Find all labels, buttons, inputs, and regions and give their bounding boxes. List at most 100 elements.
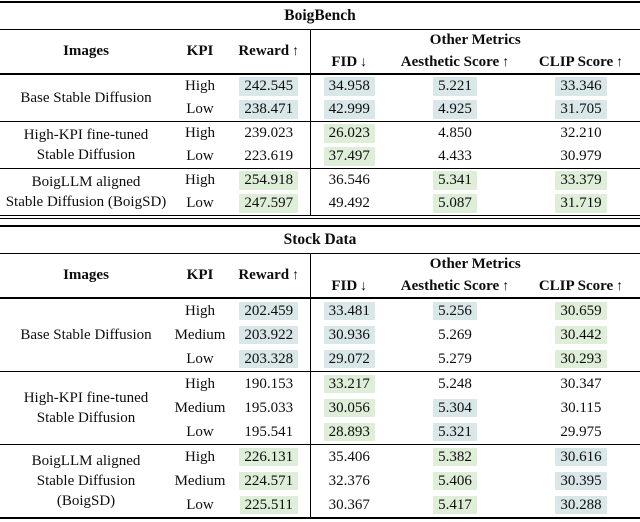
- metric-value: 195.541: [244, 423, 294, 440]
- table-title: BoigBench: [0, 2, 640, 30]
- metric-value: 5.417: [433, 495, 477, 515]
- clip-value-cell: 30.616: [522, 445, 640, 470]
- clip-value-cell: 30.442: [522, 323, 640, 347]
- fid-value-cell: 37.497: [310, 145, 388, 169]
- fid-value-cell: 34.958: [310, 74, 388, 98]
- metric-value: 30.659: [555, 301, 607, 321]
- col-header-fid: FID ↓: [310, 275, 388, 298]
- col-header-fid-label: FID: [331, 53, 358, 70]
- col-group-header-other-metrics: Other Metrics: [429, 256, 521, 273]
- down-arrow-icon: ↓: [360, 54, 368, 70]
- col-header-kpi: KPI: [186, 43, 214, 60]
- kpi-cell: Medium: [174, 472, 226, 489]
- metric-value: 29.975: [560, 423, 602, 440]
- metric-value: 30.979: [560, 148, 602, 165]
- aesthetic-value-cell: 4.850: [388, 122, 522, 146]
- kpi-cell: High: [185, 302, 215, 319]
- clip-value-cell: 30.395: [522, 469, 640, 493]
- reward-value-cell: 225.511: [228, 493, 311, 518]
- model-name-cell: BoigLLM aligned Stable Diffusion (BoigSD…: [0, 445, 172, 519]
- metric-value: 32.210: [560, 125, 602, 142]
- table-row: BoigLLM aligned Stable Diffusion (BoigSD…: [0, 444, 640, 509]
- model-name-line: High-KPI fine-tuned: [23, 126, 149, 143]
- metric-value: 30.288: [555, 495, 607, 515]
- clip-value-cell: 33.346: [522, 74, 640, 98]
- fid-value-cell: 30.056: [310, 396, 388, 420]
- metric-value: 190.153: [244, 375, 294, 392]
- metric-value: 49.492: [328, 195, 370, 212]
- fid-value-cell: 49.492: [310, 192, 388, 217]
- metric-value: 31.705: [555, 100, 607, 119]
- metric-value: 30.936: [323, 325, 375, 345]
- metric-value: 28.893: [323, 422, 375, 442]
- model-name-line: Base Stable Diffusion: [20, 326, 152, 343]
- down-arrow-icon: ↓: [360, 278, 368, 294]
- model-name-line: Stable Diffusion: [36, 410, 136, 426]
- kpi-cell: Low: [186, 101, 214, 118]
- metric-value: 5.406: [433, 471, 477, 491]
- metric-value: 226.131: [239, 447, 299, 467]
- clip-value-cell: 30.115: [522, 396, 640, 420]
- up-arrow-icon: ↑: [502, 54, 510, 70]
- aesthetic-value-cell: 5.269: [388, 323, 522, 347]
- model-name-cell: High-KPI fine-tuned Stable Diffusion: [0, 372, 172, 445]
- fid-value-cell: 29.072: [310, 347, 388, 372]
- model-name-line: Stable Diffusion: [36, 472, 136, 489]
- kpi-cell: Low: [186, 148, 214, 165]
- metric-value: 37.497: [323, 147, 375, 166]
- fid-value-cell: 32.376: [310, 469, 388, 493]
- up-arrow-icon: ↑: [502, 278, 510, 294]
- aesthetic-value-cell: 4.925: [388, 98, 522, 122]
- metric-value: 31.719: [555, 194, 607, 213]
- metric-value: 247.597: [239, 194, 299, 213]
- metric-value: 225.511: [239, 495, 298, 515]
- col-header-clip: CLIP Score ↑: [522, 51, 640, 74]
- aesthetic-value-cell: 5.087: [388, 192, 522, 217]
- aesthetic-value-cell: 5.256: [388, 298, 522, 323]
- model-name-cell: Base Stable Diffusion: [0, 74, 172, 122]
- fid-value-cell: 26.023: [310, 122, 388, 146]
- metric-value: 33.481: [323, 301, 375, 321]
- boigbench-table: BoigBench Images KPI Reward ↑ Other Metri…: [0, 1, 640, 219]
- reward-value-cell: 224.571: [228, 469, 311, 493]
- table-row: Medium 195.033 30.056 5.304 30.115: [0, 396, 640, 420]
- fid-value-cell: 35.406: [310, 445, 388, 470]
- aesthetic-value-cell: 4.433: [388, 145, 522, 169]
- metric-value: 224.571: [239, 471, 299, 491]
- metric-value: 30.293: [555, 349, 607, 369]
- reward-value-cell: 203.922: [228, 323, 311, 347]
- metric-value: 239.023: [244, 125, 294, 142]
- metric-value: 4.925: [433, 100, 477, 119]
- table-row: Low 238.471 42.999 4.925 31.705: [0, 98, 640, 122]
- metric-value: 30.442: [555, 325, 607, 345]
- fid-value-cell: 28.893: [310, 420, 388, 445]
- metric-value: 29.072: [323, 349, 375, 369]
- up-arrow-icon: ↑: [292, 44, 300, 60]
- col-header-reward-label: Reward: [238, 43, 290, 60]
- aesthetic-value-cell: 5.382: [388, 445, 522, 470]
- metric-value: 30.115: [560, 399, 602, 416]
- metric-value: 254.918: [239, 171, 299, 190]
- model-name-line: Stable Diffusion: [36, 147, 136, 163]
- metric-value: 30.367: [328, 496, 370, 513]
- reward-value-cell: 195.541: [228, 420, 311, 445]
- metric-value: 26.023: [323, 124, 375, 143]
- model-name-line: Base Stable Diffusion: [20, 89, 152, 106]
- clip-value-cell: 31.719: [522, 192, 640, 217]
- kpi-cell: High: [185, 125, 215, 142]
- metric-value: 35.406: [328, 448, 370, 465]
- model-name-line: BoigLLM aligned: [31, 173, 141, 190]
- metric-value: 5.269: [438, 326, 472, 343]
- kpi-cell: High: [185, 375, 215, 392]
- clip-value-cell: 30.347: [522, 372, 640, 397]
- model-name-cell: High-KPI fine-tuned Stable Diffusion: [0, 122, 172, 169]
- clip-value-cell: 33.379: [522, 169, 640, 193]
- clip-value-cell: 31.705: [522, 98, 640, 122]
- metric-value: 223.619: [244, 148, 294, 165]
- stock-data-table: Stock Data Images KPI Reward ↑ Other Metr…: [0, 225, 640, 519]
- up-arrow-icon: ↑: [616, 54, 624, 70]
- table-row: Base Stable Diffusion High 242.545 34.95…: [0, 74, 640, 106]
- aesthetic-value-cell: 5.341: [388, 169, 522, 193]
- table-row: High-KPI fine-tuned Stable Diffusion Hig…: [0, 371, 640, 426]
